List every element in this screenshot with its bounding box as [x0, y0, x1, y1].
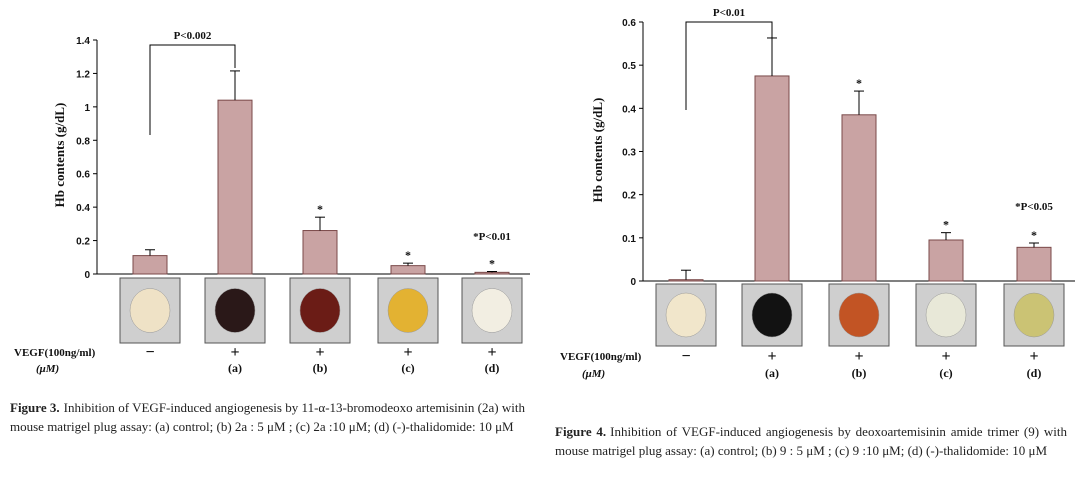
x-tick-label: (d): [1027, 366, 1042, 380]
y-tick-label: 0.6: [76, 170, 90, 181]
caption-label: Figure 3.: [10, 400, 60, 415]
annotation: *P<0.05: [1015, 201, 1053, 213]
significance-marker: *: [1031, 228, 1037, 242]
vegf-sign: +: [487, 344, 496, 361]
vegf-sign: +: [941, 348, 950, 365]
y-tick-label: 0: [630, 277, 636, 288]
y-tick-label: 0: [84, 270, 90, 281]
significance-marker: *: [489, 256, 495, 270]
tissue-plug: [925, 292, 967, 338]
bracket: [685, 21, 773, 110]
y-tick-label: 1.4: [76, 36, 90, 47]
y-tick-label: 0.6: [622, 18, 636, 29]
caption: Figure 3. Inhibition of VEGF-induced angi…: [10, 398, 525, 436]
tissue-plug: [1013, 292, 1055, 338]
row-label: VEGF(100ng/ml): [560, 351, 642, 363]
bracket-label: P<0.002: [174, 30, 212, 42]
y-tick-label: 0.2: [622, 191, 636, 202]
bar: [217, 99, 253, 275]
y-tick-label: 0.8: [76, 136, 90, 147]
x-tick-label: (a): [228, 361, 242, 375]
tissue-plug: [471, 288, 513, 333]
tissue-plug: [387, 288, 429, 333]
vegf-sign: +: [1029, 348, 1038, 365]
significance-marker: *: [317, 202, 323, 216]
bar: [474, 271, 510, 275]
tissue-plug: [838, 292, 880, 338]
x-tick-label: (a): [765, 366, 779, 380]
y-tick-label: 1.2: [76, 69, 90, 80]
y-tick-label: 0.4: [76, 203, 90, 214]
bar: [928, 239, 964, 282]
row-label: VEGF(100ng/ml): [14, 347, 96, 359]
vegf-sign: +: [315, 344, 324, 361]
significance-marker: *: [405, 248, 411, 262]
vegf-sign: +: [854, 348, 863, 365]
y-tick-label: 0.2: [76, 237, 90, 248]
significance-marker: *: [856, 76, 862, 90]
x-tick-label: (c): [939, 366, 952, 380]
tissue-plug: [299, 288, 341, 333]
annotation: *P<0.01: [473, 231, 511, 243]
bar: [132, 255, 168, 275]
row-label: (μM): [582, 368, 605, 380]
tissue-plug: [665, 292, 707, 338]
x-tick-label: (b): [313, 361, 328, 375]
vegf-sign: −: [145, 344, 154, 361]
row-label: (μM): [36, 363, 59, 375]
caption-text: Inhibition of VEGF-induced angiogenesis …: [555, 424, 1067, 458]
y-tick-label: 1: [84, 103, 90, 114]
y-axis-label: Hb contents (g/dL): [590, 98, 605, 203]
bar: [390, 265, 426, 275]
y-tick-label: 0.1: [622, 234, 636, 245]
vegf-sign: −: [681, 348, 690, 365]
y-tick-label: 0.3: [622, 148, 636, 159]
x-tick-label: (d): [485, 361, 500, 375]
bar: [754, 75, 790, 282]
tissue-plug: [751, 292, 793, 338]
y-axis-label: Hb contents (g/dL): [52, 103, 67, 208]
caption-text: Inhibition of VEGF-induced angiogenesis …: [10, 400, 525, 434]
bar: [668, 279, 704, 282]
bracket: [149, 44, 236, 135]
x-tick-label: (b): [852, 366, 867, 380]
caption: Figure 4. Inhibition of VEGF-induced angi…: [555, 422, 1067, 460]
x-tick-label: (c): [401, 361, 414, 375]
vegf-sign: +: [403, 344, 412, 361]
vegf-sign: +: [230, 344, 239, 361]
significance-marker: *: [943, 218, 949, 232]
bar: [302, 230, 338, 275]
vegf-sign: +: [767, 348, 776, 365]
tissue-plug: [129, 288, 171, 333]
tissue-plug: [214, 288, 256, 333]
bracket-label: P<0.01: [713, 7, 745, 19]
y-tick-label: 0.5: [622, 61, 636, 72]
bar: [841, 114, 877, 282]
bar: [1016, 246, 1052, 282]
y-tick-label: 0.4: [622, 104, 636, 115]
caption-label: Figure 4.: [555, 424, 607, 439]
